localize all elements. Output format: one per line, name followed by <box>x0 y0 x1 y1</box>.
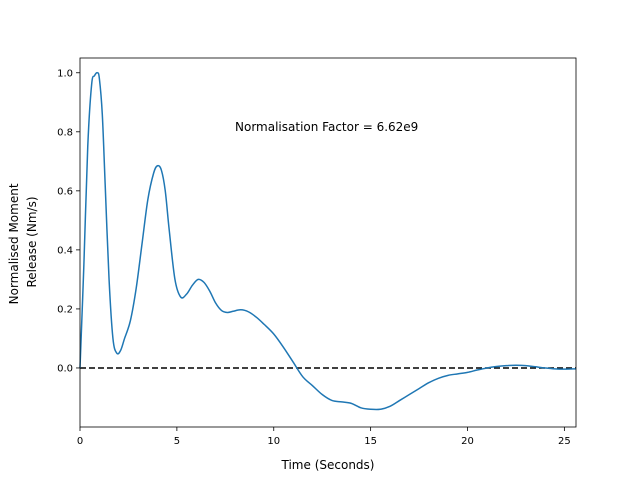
x-tick-label: 5 <box>174 436 180 447</box>
x-tick-label: 15 <box>364 436 377 447</box>
y-axis-ticks: 0.0 0.2 0.4 0.6 0.8 1.0 <box>57 68 80 374</box>
y-tick-label: 0.6 <box>57 186 73 197</box>
x-axis-ticks: 0 5 10 15 20 25 <box>77 427 571 447</box>
series-layer <box>79 71 577 411</box>
x-tick-label: 25 <box>558 436 571 447</box>
y-tick-label: 0.0 <box>57 363 73 374</box>
x-tick-label: 10 <box>267 436 280 447</box>
y-axis-title-line-1: Normalised Moment <box>7 183 21 304</box>
plot-background <box>80 58 576 427</box>
y-axis-title-line-2: Release (Nm/s) <box>25 196 39 287</box>
x-tick-label: 0 <box>77 436 83 447</box>
y-tick-label: 0.8 <box>57 127 73 138</box>
series-line-0 <box>79 71 577 411</box>
x-axis-title: Time (Seconds) <box>281 458 375 472</box>
normalisation-factor-annotation: Normalisation Factor = 6.62e9 <box>235 120 418 134</box>
y-tick-label: 0.2 <box>57 304 73 315</box>
y-tick-label: 0.4 <box>57 245 73 256</box>
y-axis-title: Normalised Moment Release (Nm/s) <box>7 180 39 305</box>
plot-frame <box>79 57 577 428</box>
y-tick-label: 1.0 <box>57 68 73 79</box>
x-tick-label: 20 <box>461 436 474 447</box>
